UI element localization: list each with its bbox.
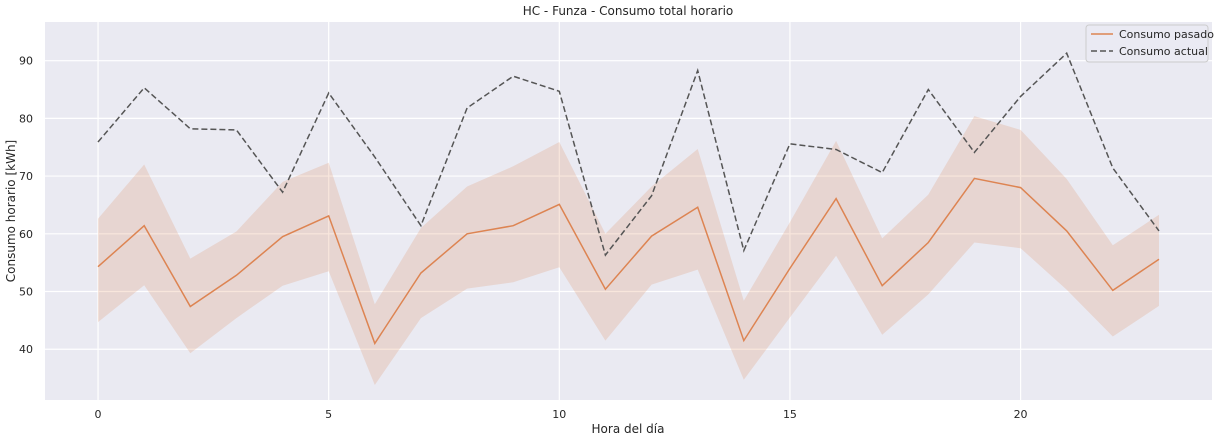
chart-title: HC - Funza - Consumo total horario — [523, 4, 734, 18]
plot-background — [45, 22, 1212, 400]
legend-box — [1085, 24, 1209, 63]
x-tick-label: 10 — [552, 408, 566, 421]
confidence-band-consumo-pasado — [98, 116, 1159, 385]
grid-lines — [45, 22, 1212, 400]
legend-label-consumo-actual: Consumo actual — [1119, 45, 1208, 58]
x-tick-label: 0 — [95, 408, 102, 421]
legend: Consumo pasado Consumo actual — [1085, 24, 1214, 63]
x-axis-label: Hora del día — [592, 422, 665, 436]
x-tick-label: 15 — [783, 408, 797, 421]
y-tick-label: 70 — [19, 170, 33, 183]
x-tick-label: 20 — [1014, 408, 1028, 421]
y-tick-labels: 40 50 60 70 80 90 — [19, 55, 33, 357]
y-axis-label: Consumo horario [kWh] — [4, 140, 18, 282]
y-tick-label: 80 — [19, 112, 33, 125]
series-line-consumo-pasado — [97, 177, 1160, 346]
y-tick-label: 60 — [19, 228, 33, 241]
x-tick-label: 5 — [325, 408, 332, 421]
series-line-consumo-actual — [97, 51, 1160, 257]
legend-label-consumo-pasado: Consumo pasado — [1119, 28, 1214, 41]
y-tick-label: 40 — [19, 343, 33, 356]
y-tick-label: 50 — [19, 286, 33, 299]
y-tick-label: 90 — [19, 55, 33, 68]
x-tick-labels: 0 5 10 15 20 — [95, 408, 1028, 421]
